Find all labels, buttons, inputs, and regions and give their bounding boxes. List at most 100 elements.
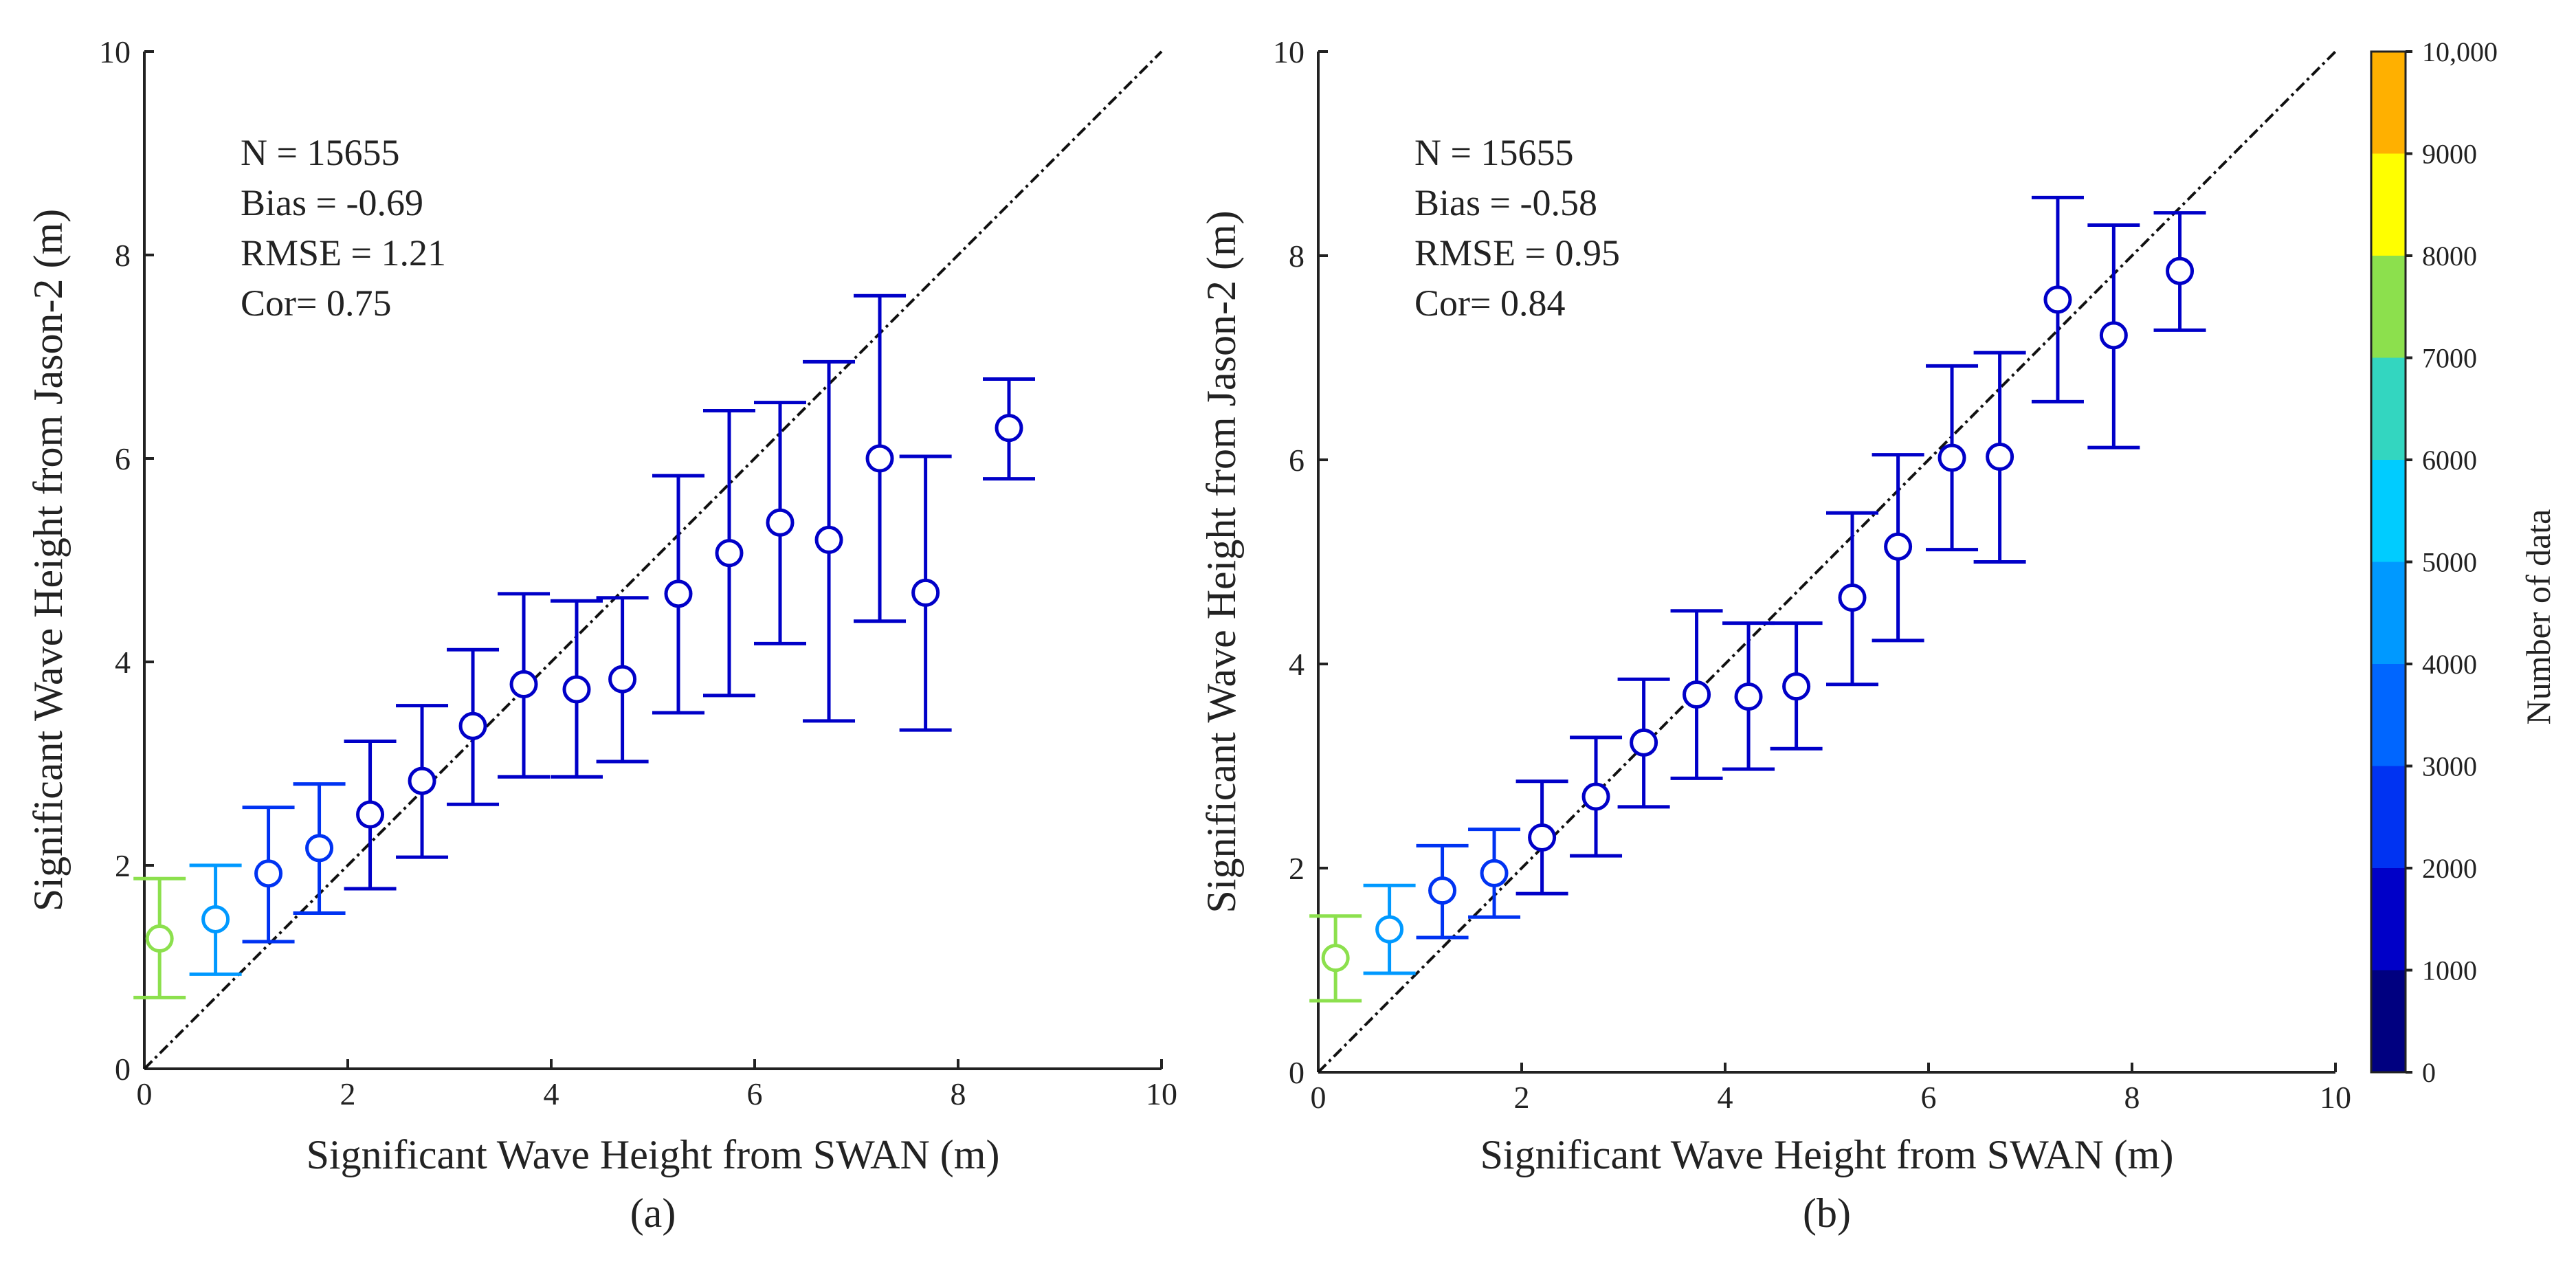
data-point — [498, 592, 551, 779]
colorbar-title: Number of data — [2519, 509, 2557, 725]
data-point — [1617, 677, 1670, 809]
colorbar-band — [2371, 153, 2406, 256]
x-tick-label: 0 — [137, 1076, 153, 1111]
data-point — [551, 599, 603, 779]
data-point — [1416, 843, 1469, 940]
data-marker — [1683, 680, 1711, 709]
data-marker — [1428, 876, 1457, 905]
data-point — [1926, 364, 1979, 552]
y-tick-label: 6 — [115, 441, 131, 476]
data-point — [1770, 621, 1823, 751]
data-point — [189, 863, 242, 976]
stats-line: RMSE = 1.21 — [241, 232, 446, 274]
x-axis-label: Significant Wave Height from SWAN (m) — [307, 1132, 1000, 1177]
stats-line: N = 15655 — [241, 132, 399, 173]
data-point — [1570, 735, 1623, 858]
data-point — [1468, 828, 1521, 919]
data-marker — [356, 800, 385, 829]
x-tick-label: 10 — [2320, 1080, 2351, 1115]
reference-line — [143, 50, 1163, 1070]
colorbar-label: 3000 — [2422, 751, 2477, 782]
data-point — [2087, 223, 2140, 450]
data-point — [1973, 351, 2026, 564]
data-marker — [254, 859, 283, 888]
data-point — [803, 359, 856, 723]
data-point — [447, 647, 500, 806]
data-point — [854, 293, 907, 623]
colorbar-band — [2371, 868, 2406, 971]
colorbar-label: 4000 — [2422, 649, 2477, 680]
data-marker — [408, 766, 436, 795]
data-point — [344, 739, 397, 891]
y-tick-label: 8 — [1289, 239, 1304, 274]
reference-line — [1317, 50, 2337, 1074]
x-tick-label: 6 — [1921, 1080, 1937, 1115]
panel-b: 0 2 4 6 8 10 0 2 4 6 8 10 Significant Wave Height fr… — [1199, 34, 2351, 1236]
data-marker — [458, 711, 487, 740]
y-tick-label: 2 — [115, 848, 131, 883]
stats-line: N = 15655 — [1414, 132, 1573, 173]
data-marker — [608, 665, 637, 694]
y-tick-label: 2 — [1289, 851, 1304, 886]
y-tick-label: 0 — [1289, 1055, 1304, 1090]
colorbar-band — [2371, 766, 2406, 868]
y-tick-label: 4 — [1289, 647, 1304, 682]
data-point — [1670, 609, 1723, 780]
data-marker — [201, 905, 230, 933]
data-marker — [1782, 672, 1811, 701]
data-point — [1309, 914, 1362, 1003]
data-marker — [1321, 944, 1350, 973]
data-marker — [2099, 321, 2128, 350]
data-marker — [1528, 823, 1557, 852]
x-tick-label: 4 — [1718, 1080, 1733, 1115]
data-point — [396, 704, 449, 859]
data-point — [596, 596, 649, 764]
data-point — [242, 806, 295, 944]
data-marker — [1480, 858, 1509, 887]
data-marker — [2043, 285, 2072, 314]
data-marker — [1630, 728, 1658, 757]
data-marker — [1884, 532, 1913, 561]
data-marker — [305, 834, 334, 863]
colorbar-label: 6000 — [2422, 445, 2477, 476]
y-tick-label: 0 — [115, 1052, 131, 1087]
x-tick-label: 6 — [747, 1076, 763, 1111]
data-point — [2031, 195, 2084, 403]
colorbar-band — [2371, 970, 2406, 1072]
data-marker — [145, 924, 174, 953]
data-point — [983, 377, 1035, 481]
y-tick-label: 4 — [115, 645, 131, 680]
y-tick-label: 10 — [1273, 34, 1304, 69]
colorbar-label: 10,000 — [2422, 36, 2498, 67]
data-marker — [715, 539, 744, 568]
colorbar-label: 0 — [2422, 1057, 2436, 1088]
data-marker — [814, 525, 843, 554]
colorbar-band — [2371, 256, 2406, 358]
x-tick-label: 4 — [544, 1076, 559, 1111]
colorbar-label: 2000 — [2422, 853, 2477, 884]
data-point — [754, 401, 806, 645]
data-marker — [562, 675, 591, 704]
data-marker — [865, 444, 894, 473]
data-marker — [1986, 443, 2014, 472]
data-point — [652, 474, 704, 715]
data-marker — [1581, 782, 1610, 811]
y-tick-label: 10 — [99, 34, 131, 69]
stats-line: RMSE = 0.95 — [1414, 232, 1620, 274]
data-marker — [1375, 915, 1404, 944]
data-point — [2153, 211, 2206, 332]
y-tick-label: 6 — [1289, 443, 1304, 478]
colorbar-band — [2371, 52, 2406, 154]
panel-label: (b) — [1803, 1190, 1851, 1236]
data-point — [1515, 779, 1568, 896]
data-marker — [995, 414, 1023, 443]
panel-a: 0 2 4 6 8 10 0 2 4 6 8 10 Significant Wave Height fr… — [25, 34, 1177, 1236]
x-tick-label: 2 — [340, 1076, 356, 1111]
colorbar-band — [2371, 562, 2406, 664]
data-point — [1722, 621, 1775, 771]
x-tick-label: 8 — [951, 1076, 966, 1111]
stats-line: Cor= 0.84 — [1414, 282, 1565, 324]
data-marker — [2166, 256, 2195, 285]
colorbar-label: 1000 — [2422, 955, 2477, 986]
data-marker — [509, 670, 538, 699]
